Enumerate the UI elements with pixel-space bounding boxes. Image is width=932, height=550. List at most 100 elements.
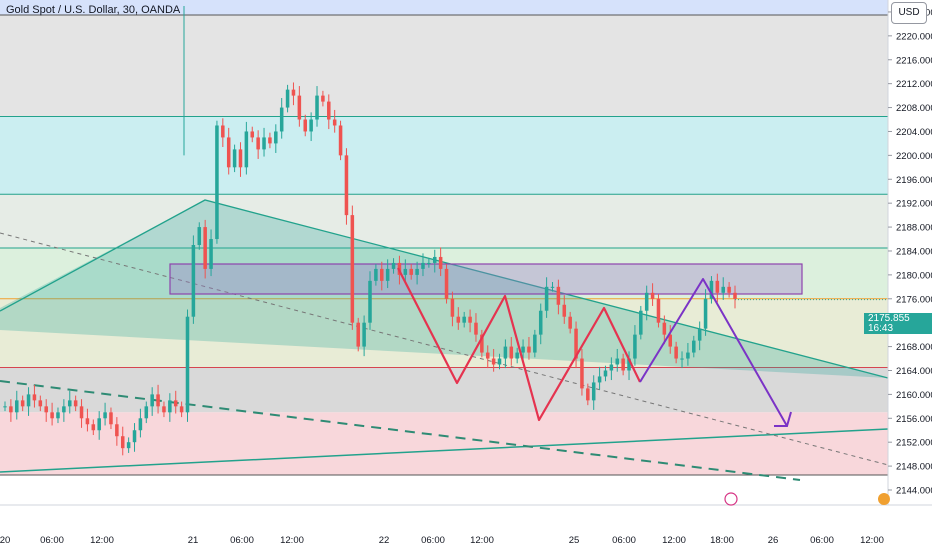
candle-body bbox=[203, 227, 207, 269]
x-tick-label: 20 bbox=[0, 535, 10, 546]
candle-body bbox=[191, 245, 196, 317]
candle-body bbox=[262, 137, 266, 150]
candle-body bbox=[197, 227, 202, 245]
candle-body bbox=[20, 400, 25, 407]
candle-body bbox=[733, 292, 737, 299]
candle-body bbox=[50, 412, 54, 419]
price-zone bbox=[0, 247, 888, 299]
candle-body bbox=[73, 400, 78, 407]
price-axis bbox=[888, 0, 932, 550]
x-tick-label: 06:00 bbox=[612, 535, 636, 546]
candle-body bbox=[462, 316, 466, 323]
y-tick-label: 2188.000 bbox=[896, 223, 932, 234]
candle-body bbox=[38, 400, 43, 407]
candle-body bbox=[403, 268, 408, 275]
candle-body bbox=[509, 346, 514, 359]
currency-button[interactable]: USD bbox=[891, 2, 927, 24]
dashed-channel-line bbox=[0, 380, 801, 481]
y-tick-label: 2196.000 bbox=[896, 175, 932, 186]
candle-body bbox=[62, 406, 66, 413]
x-tick-label: 12:00 bbox=[90, 535, 114, 546]
purple-box bbox=[169, 263, 803, 295]
candle-body bbox=[656, 298, 661, 323]
y-tick-label: 2208.000 bbox=[896, 103, 932, 114]
candle-body bbox=[91, 424, 96, 431]
candle-body bbox=[344, 155, 349, 216]
candle-body bbox=[291, 89, 296, 96]
candle-body bbox=[221, 125, 225, 138]
candle-body bbox=[179, 406, 184, 413]
candle-body bbox=[168, 400, 172, 413]
candle-body bbox=[544, 286, 549, 311]
y-tick-label: 2200.000 bbox=[896, 151, 932, 162]
candle-body bbox=[633, 334, 637, 359]
y-tick-label: 2180.000 bbox=[896, 270, 932, 281]
candle-body bbox=[491, 358, 496, 365]
candle-body bbox=[668, 334, 673, 347]
y-tick-label: 2160.000 bbox=[896, 390, 932, 401]
pattern-layer bbox=[397, 267, 888, 427]
x-tick-label: 22 bbox=[379, 535, 390, 546]
candle-body bbox=[680, 358, 684, 360]
x-tick-label: 06:00 bbox=[421, 535, 445, 546]
candle-body bbox=[327, 101, 331, 120]
y-tick-label: 2192.000 bbox=[896, 199, 932, 210]
y-tick-label: 2148.000 bbox=[896, 462, 932, 473]
candle-body bbox=[9, 406, 13, 413]
candle-body bbox=[138, 418, 143, 431]
candle-body bbox=[380, 268, 384, 281]
purple-projection bbox=[639, 278, 788, 427]
candle-body bbox=[538, 310, 543, 335]
time-axis bbox=[0, 505, 932, 550]
candle-body bbox=[603, 370, 608, 377]
y-tick-label: 2212.000 bbox=[896, 79, 932, 90]
candle-body bbox=[209, 239, 213, 269]
candle-body bbox=[238, 149, 243, 168]
candle-body bbox=[456, 316, 461, 323]
candle-body bbox=[385, 268, 390, 281]
x-tick-label: 21 bbox=[188, 535, 199, 546]
dashed-trendline bbox=[0, 232, 889, 466]
candle-body bbox=[85, 418, 90, 425]
candle-body bbox=[391, 262, 396, 269]
candle-body bbox=[26, 394, 31, 407]
x-tick-label: 06:00 bbox=[40, 535, 64, 546]
candle-body bbox=[550, 286, 555, 288]
candle-body bbox=[32, 394, 37, 401]
candle-body bbox=[627, 358, 631, 371]
candle-body bbox=[715, 280, 720, 293]
candle-body bbox=[303, 119, 308, 132]
candle-body bbox=[315, 95, 319, 120]
candle-body bbox=[368, 280, 372, 323]
x-tick-label: 25 bbox=[569, 535, 580, 546]
candle-body bbox=[568, 316, 572, 329]
y-tick-label: 2184.000 bbox=[896, 246, 932, 257]
candle-body bbox=[427, 262, 431, 264]
candle-body bbox=[67, 400, 72, 407]
candle-body bbox=[297, 95, 302, 120]
candle-body bbox=[556, 286, 561, 305]
candle-body bbox=[444, 268, 449, 299]
candle-body bbox=[574, 328, 578, 359]
candle-body bbox=[244, 131, 249, 168]
chart-title: Gold Spot / U.S. Dollar, 30, OANDA bbox=[6, 4, 181, 16]
candle-body bbox=[432, 256, 437, 263]
y-tick-label: 2216.000 bbox=[896, 55, 932, 66]
y-tick-label: 2176.000 bbox=[896, 294, 932, 305]
candle-body bbox=[309, 119, 313, 132]
support-trendline bbox=[0, 428, 889, 473]
candle-body bbox=[474, 322, 478, 335]
candle-body bbox=[350, 215, 355, 323]
x-tick-label: 12:00 bbox=[470, 535, 494, 546]
candle-body bbox=[274, 131, 278, 144]
candle-body bbox=[597, 376, 602, 383]
candle-body bbox=[321, 95, 325, 102]
candle-body bbox=[727, 286, 731, 293]
candle-body bbox=[703, 298, 708, 329]
candle-body bbox=[468, 316, 472, 323]
candle-body bbox=[591, 382, 596, 401]
candle-body bbox=[150, 394, 154, 407]
x-tick-label: 12:00 bbox=[662, 535, 686, 546]
projection-arrowhead bbox=[774, 411, 792, 427]
